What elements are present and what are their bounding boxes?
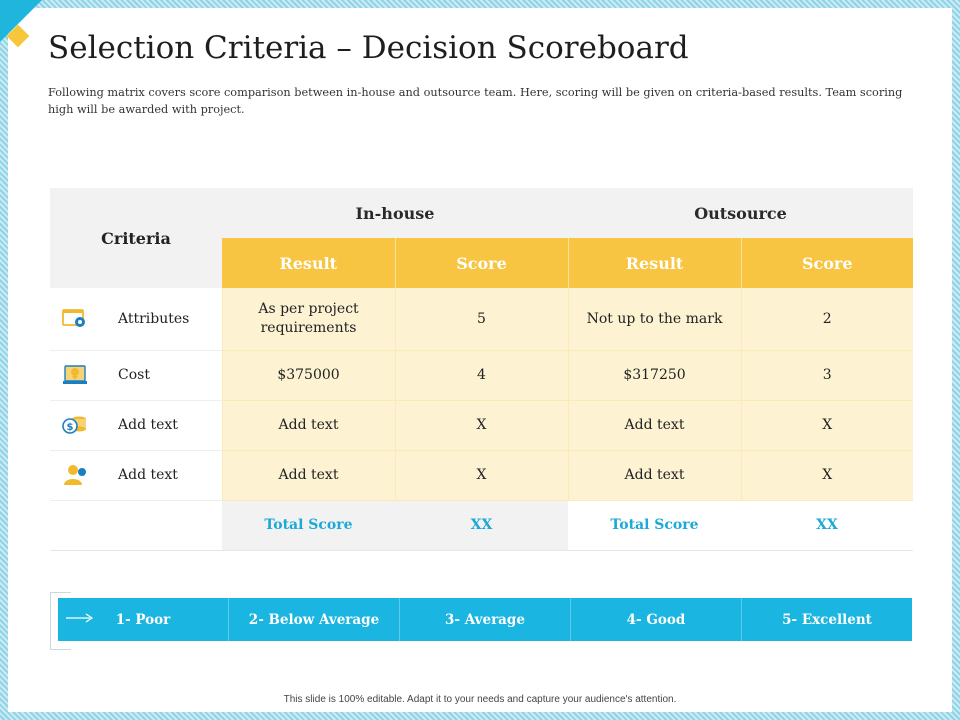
outsource-score-cell: X (740, 450, 913, 501)
subheader-inhouse-score: Score (394, 238, 568, 288)
page-title: Selection Criteria – Decision Scoreboard (48, 30, 689, 66)
scoreboard-table: Criteria In-house Outsource Result Score… (50, 188, 913, 551)
outsource-result-cell: Not up to the mark (567, 288, 741, 351)
arrow-right-icon (66, 613, 94, 623)
total-row: Total Score XX Total Score XX (50, 500, 913, 551)
user-icon (64, 465, 86, 485)
group-header-outsource: Outsource (568, 188, 913, 238)
page-subtitle: Following matrix covers score comparison… (48, 86, 903, 116)
gear-window-icon (62, 308, 85, 327)
table-row: $ Add text Add text X Add text X (50, 400, 913, 451)
total-empty-cell (50, 500, 222, 551)
inhouse-score-cell: X (394, 400, 568, 451)
inhouse-total-value: XX (395, 500, 568, 551)
group-header-inhouse: In-house (222, 188, 568, 238)
outsource-score-cell: 2 (740, 288, 913, 351)
criteria-cell: Attributes (50, 288, 222, 351)
inhouse-result: As per project requirements (258, 300, 359, 336)
inhouse-result-cell: Add text (221, 450, 395, 501)
criteria-cell: Add text (50, 450, 222, 501)
criteria-label: Add text (118, 417, 178, 433)
rating-scale: 1- Poor 2- Below Average 3- Average 4- G… (58, 598, 912, 641)
criteria-label: Add text (118, 467, 178, 483)
criteria-label: Cost (118, 367, 150, 383)
outsource-total-value: XX (741, 500, 913, 551)
outsource-total-label: Total Score (568, 500, 741, 551)
outsource-result-cell: $317250 (567, 350, 741, 401)
scale-item-excellent: 5- Excellent (741, 598, 912, 641)
scale-item-good: 4- Good (570, 598, 741, 641)
inhouse-total-label: Total Score (222, 500, 395, 551)
inhouse-result-cell: $375000 (221, 350, 395, 401)
coins-icon: $ (62, 416, 86, 434)
money-laptop-icon (63, 365, 87, 384)
table-row: Cost $375000 4 $317250 3 (50, 350, 913, 401)
scale-item-poor: 1- Poor (115, 611, 171, 628)
subheader-inhouse-result: Result (222, 238, 395, 288)
criteria-label: Attributes (118, 310, 190, 327)
outsource-score-cell: 3 (740, 350, 913, 401)
scale-item-below-average: 2- Below Average (228, 598, 399, 641)
inhouse-score-cell: 5 (394, 288, 568, 351)
criteria-cell: Cost (50, 350, 222, 401)
inhouse-score-cell: 4 (394, 350, 568, 401)
inhouse-result-cell: As per project requirements (221, 288, 395, 351)
subheader-outsource-result: Result (567, 238, 741, 288)
footer-note: This slide is 100% editable. Adapt it to… (283, 694, 677, 705)
table-row: Attributes As per project requirements 5… (50, 288, 913, 351)
criteria-header: Criteria (50, 188, 222, 288)
criteria-cell: $ Add text (50, 400, 222, 451)
inhouse-result-cell: Add text (221, 400, 395, 451)
scale-bracket (50, 592, 71, 650)
scale-item-average: 3- Average (399, 598, 570, 641)
inhouse-score-cell: X (394, 450, 568, 501)
outsource-result-cell: Add text (567, 450, 741, 501)
svg-text:$: $ (67, 422, 74, 433)
outsource-score-cell: X (740, 400, 913, 451)
table-row: Add text Add text X Add text X (50, 450, 913, 501)
subheader-outsource-score: Score (740, 238, 913, 288)
outsource-result-cell: Add text (567, 400, 741, 451)
